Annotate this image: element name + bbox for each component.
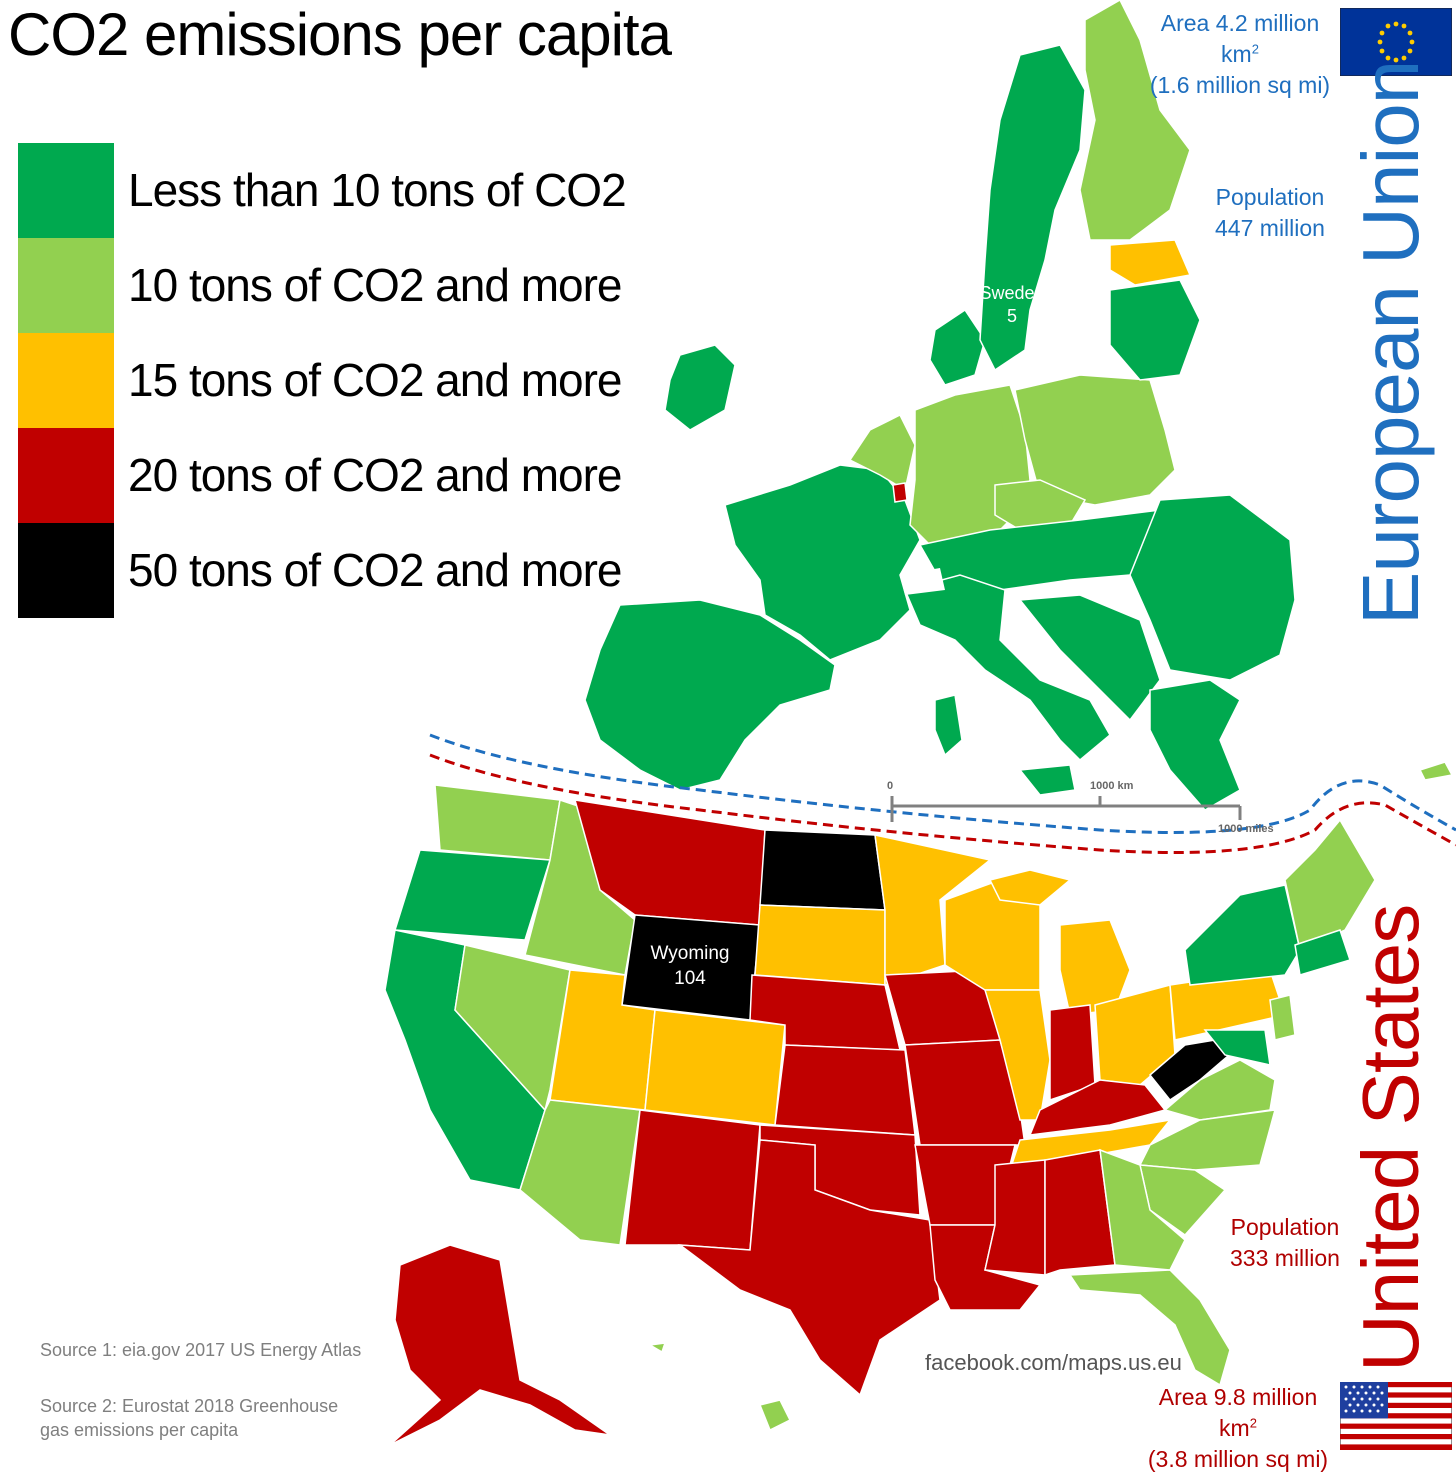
region-denmark bbox=[929, 308, 986, 386]
state-new-jersey bbox=[1269, 994, 1296, 1041]
legend-item: 10 tons of CO2 and more bbox=[18, 238, 623, 333]
us-flag-icon bbox=[1340, 1382, 1452, 1450]
state-alaska bbox=[389, 1244, 611, 1446]
source-2-line1: Source 2: Eurostat 2018 Greenhouse bbox=[40, 1396, 339, 1416]
legend-swatch-ge20 bbox=[18, 428, 114, 523]
eu-flag-icon bbox=[1340, 8, 1452, 76]
state-north-carolina bbox=[1138, 1109, 1277, 1171]
region-france bbox=[724, 464, 921, 661]
state-new-mexico bbox=[624, 1109, 761, 1251]
divider-blue bbox=[429, 733, 1456, 834]
scale-bar bbox=[890, 796, 1242, 822]
state-hawaii-2 bbox=[647, 1342, 667, 1354]
region-estonia bbox=[1109, 239, 1192, 286]
legend-label: 20 tons of CO2 and more bbox=[128, 449, 623, 501]
sweden-label: Sweden 5 bbox=[972, 282, 1052, 329]
region-baltics bbox=[1109, 279, 1201, 381]
eu-map bbox=[584, 0, 1454, 811]
state-georgia bbox=[1099, 1148, 1186, 1271]
state-washington bbox=[434, 784, 561, 861]
wyoming-name: Wyoming bbox=[650, 943, 730, 964]
state-michigan-up bbox=[988, 869, 1072, 906]
eu-pop-line2: 447 million bbox=[1215, 215, 1325, 242]
state-mississippi bbox=[984, 1159, 1046, 1276]
region-ireland bbox=[664, 344, 736, 431]
eu-side-title: European Union bbox=[1346, 60, 1435, 625]
page-title: CO2 emissions per capita bbox=[8, 1, 672, 68]
state-north-dakota bbox=[759, 829, 886, 911]
us-pop-line1: Population bbox=[1230, 1214, 1340, 1240]
wyoming-value: 104 bbox=[674, 967, 706, 989]
divider-red bbox=[429, 753, 1456, 854]
state-texas bbox=[677, 1139, 941, 1397]
us-pop-line2: 333 million bbox=[1230, 1245, 1340, 1272]
state-new-york bbox=[1184, 884, 1301, 986]
state-kansas bbox=[774, 1044, 916, 1136]
eu-area: Area 4.2 million km2 (1.6 million sq mi) bbox=[1140, 8, 1340, 101]
state-colorado bbox=[644, 1009, 786, 1126]
region-romania-bulgaria bbox=[1129, 494, 1296, 681]
state-missouri bbox=[904, 1039, 1026, 1146]
eu-area-line1: Area 4.2 million km bbox=[1160, 10, 1320, 68]
legend-swatch-ge15 bbox=[18, 333, 114, 428]
scale-km-label: 1000 km bbox=[1090, 780, 1134, 792]
state-alabama bbox=[1044, 1149, 1116, 1277]
source-1: Source 1: eia.gov 2017 US Energy Atlas bbox=[40, 1340, 362, 1360]
us-population: Population 333 million bbox=[1215, 1212, 1355, 1274]
state-massachusetts bbox=[1294, 929, 1351, 976]
legend-swatch-ge10 bbox=[18, 238, 114, 333]
region-cyprus bbox=[1418, 761, 1454, 781]
legend-label: 10 tons of CO2 and more bbox=[128, 259, 623, 311]
sweden-value: 5 bbox=[1006, 306, 1017, 327]
us-map bbox=[384, 784, 1376, 1446]
source-2: Source 2: Eurostat 2018 Greenhouse gas e… bbox=[40, 1394, 338, 1443]
us-area: Area 9.8 million km2 (3.8 million sq mi) bbox=[1138, 1382, 1338, 1475]
state-south-dakota bbox=[754, 904, 886, 986]
region-iberia bbox=[584, 599, 836, 791]
legend-label: 15 tons of CO2 and more bbox=[128, 354, 623, 406]
eu-population: Population 447 million bbox=[1200, 182, 1340, 244]
scale-miles-label: 1000 miles bbox=[1218, 823, 1274, 835]
eu-pop-line1: Population bbox=[1215, 184, 1325, 210]
state-nevada bbox=[454, 944, 571, 1112]
region-sardinia bbox=[934, 694, 963, 757]
legend-item: 50 tons of CO2 and more bbox=[18, 523, 623, 618]
region-italy bbox=[903, 574, 1111, 762]
region-greece bbox=[1149, 679, 1241, 811]
us-side-title: United States bbox=[1346, 904, 1435, 1372]
region-sweden bbox=[979, 44, 1086, 372]
region-poland bbox=[1014, 374, 1176, 506]
sweden-name: Sweden bbox=[979, 283, 1045, 303]
legend-swatch-lt10 bbox=[18, 143, 114, 238]
region-sicily bbox=[1018, 764, 1076, 796]
legend-swatch-ge50 bbox=[18, 523, 114, 618]
region-luxembourg bbox=[892, 482, 908, 503]
legend-item: 20 tons of CO2 and more bbox=[18, 428, 623, 523]
wyoming-label: Wyoming 104 bbox=[640, 942, 740, 991]
scale-zero-label: 0 bbox=[887, 780, 894, 792]
credit-link[interactable]: facebook.com/maps.us.eu bbox=[925, 1350, 1182, 1375]
region-balkans bbox=[1018, 594, 1161, 722]
region-finland bbox=[1079, 0, 1191, 241]
legend-label: Less than 10 tons of CO2 bbox=[128, 164, 627, 216]
legend-item: 15 tons of CO2 and more bbox=[18, 333, 623, 428]
us-area-line2: (3.8 million sq mi) bbox=[1147, 1446, 1329, 1473]
us-area-line1: Area 9.8 million km bbox=[1158, 1384, 1318, 1442]
region-switzerland bbox=[900, 568, 945, 595]
legend-item: Less than 10 tons of CO2 bbox=[18, 143, 627, 238]
eu-area-sup: 2 bbox=[1251, 41, 1259, 57]
source-2-line2: gas emissions per capita bbox=[40, 1420, 239, 1441]
legend-label: 50 tons of CO2 and more bbox=[128, 544, 623, 596]
eu-area-line2: (1.6 million sq mi) bbox=[1149, 72, 1331, 99]
state-hawaii bbox=[758, 1399, 792, 1432]
state-florida bbox=[1068, 1269, 1231, 1387]
us-area-sup: 2 bbox=[1249, 1415, 1257, 1431]
state-maryland bbox=[1203, 1029, 1271, 1066]
state-oregon bbox=[394, 849, 551, 941]
